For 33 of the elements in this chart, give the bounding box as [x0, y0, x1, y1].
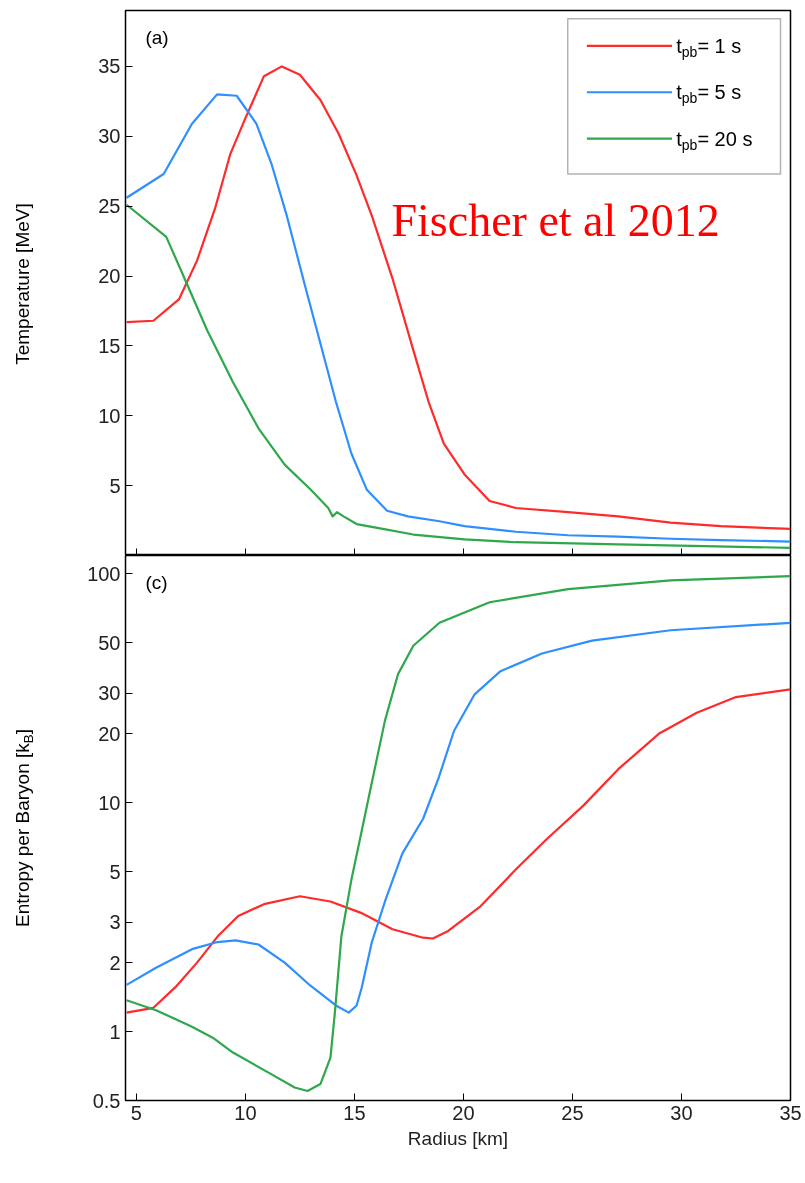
y-tick-label: 1: [109, 1020, 121, 1043]
y-tick-label: 50: [98, 631, 121, 654]
y-tick-label: 100: [87, 562, 121, 585]
y-tick-label: 5: [109, 474, 121, 497]
x-axis-title: Radius [km]: [407, 1127, 509, 1149]
y-tick-label: 0.5: [92, 1089, 121, 1112]
y-tick-label: 20: [98, 265, 121, 288]
y-tick-label: 3: [109, 911, 121, 934]
annotation: (c): [145, 572, 168, 594]
y-tick-label: 15: [98, 334, 121, 357]
x-tick-label: 25: [561, 1101, 584, 1124]
line-series: [125, 621, 791, 1014]
y-tick-label: 25: [98, 195, 121, 218]
x-tick-label: 35: [779, 1101, 802, 1124]
x-tick-label: 30: [670, 1101, 693, 1124]
y-tick-label: 35: [98, 55, 121, 78]
y-tick-label: 30: [98, 682, 121, 705]
x-tick-label: 20: [452, 1101, 475, 1124]
y-tick-label: 2: [109, 951, 121, 974]
y-tick-label: 5: [109, 860, 121, 883]
y-axis-title: Temperature [MeV]: [12, 203, 33, 365]
line-series: [125, 203, 791, 549]
annotation: (a): [145, 27, 169, 49]
x-tick-label: 15: [343, 1101, 366, 1124]
line-series: [125, 575, 791, 1093]
y-tick-label: 10: [98, 791, 121, 814]
x-tick-label: 10: [234, 1101, 257, 1124]
y-tick-label: 10: [98, 404, 121, 427]
y-tick-label: 20: [98, 722, 121, 745]
x-tick-label: 5: [130, 1101, 142, 1124]
annotation: Fischer et al 2012: [391, 194, 720, 246]
line-series: [125, 688, 791, 1014]
y-tick-label: 30: [98, 125, 121, 148]
